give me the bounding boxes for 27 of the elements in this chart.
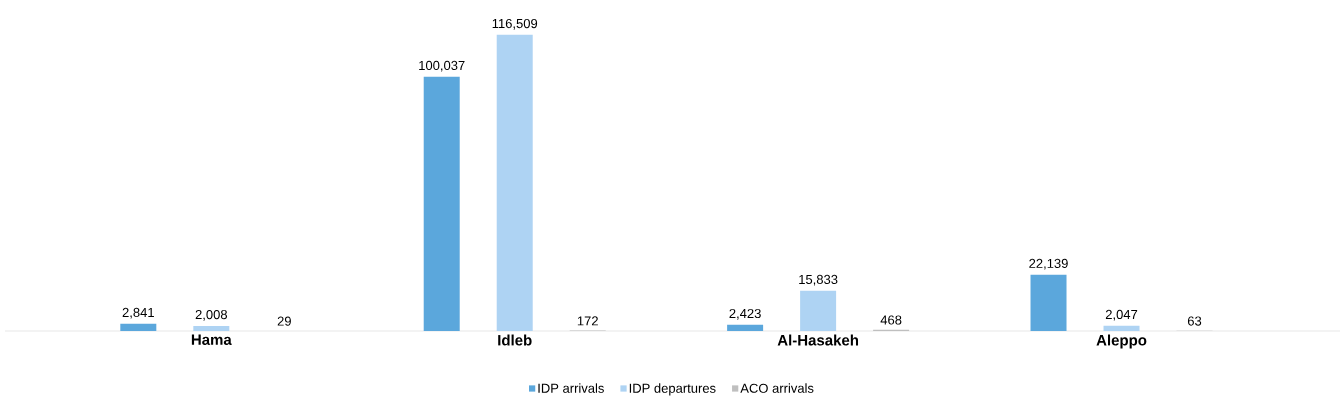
data-label: 2,008 [195, 309, 228, 321]
data-label: 100,037 [419, 60, 465, 72]
data-label: 172 [577, 316, 598, 326]
x-tick-label: Hama [191, 334, 232, 345]
data-label: 116,509 [492, 18, 538, 30]
bar [1030, 274, 1067, 331]
data-label: 63 [1187, 316, 1202, 326]
x-tick-label: Idleb [498, 334, 532, 346]
data-label: 22,139 [1029, 258, 1068, 270]
bar [727, 324, 764, 331]
bar [800, 290, 837, 331]
legend-label: IDP arrivals [538, 383, 604, 393]
data-label: 2,047 [1105, 309, 1138, 321]
bar [1103, 325, 1140, 331]
bar [120, 323, 157, 331]
legend-label: IDP departures [629, 383, 716, 396]
data-label: 15,833 [799, 274, 838, 286]
bar [193, 325, 230, 331]
data-label: 2,841 [122, 307, 154, 319]
data-label: 29 [277, 316, 291, 326]
legend-label: ACO arrivals [740, 383, 814, 393]
bar [496, 34, 533, 331]
data-label: 468 [880, 315, 902, 325]
x-tick-label: Aleppo [1096, 334, 1147, 349]
data-label: 2,423 [729, 308, 761, 320]
x-tick-label: Al-Hasakeh [777, 334, 859, 346]
bar [423, 76, 460, 331]
